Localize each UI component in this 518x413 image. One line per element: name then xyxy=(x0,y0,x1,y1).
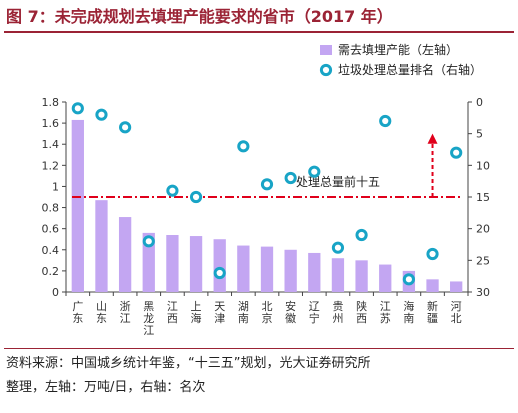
left-axis-tick-label: 1.4 xyxy=(42,138,60,151)
bar xyxy=(118,217,132,292)
bar xyxy=(237,245,250,292)
left-axis-tick-label: 1.6 xyxy=(42,117,60,130)
rank-point xyxy=(379,114,392,128)
bar xyxy=(95,200,108,292)
x-axis-category-label: 山东 xyxy=(96,300,107,325)
left-axis-tick-label: 0.6 xyxy=(42,223,60,236)
x-axis-category-label: 河北 xyxy=(451,300,462,325)
source-line-2: 整理，左轴：万吨/日，右轴：名次 xyxy=(6,380,206,395)
rank-point xyxy=(284,171,297,185)
x-axis-category-label: 天津 xyxy=(214,300,225,325)
bar xyxy=(308,252,321,292)
rank-point xyxy=(213,266,226,280)
rank-point xyxy=(402,273,415,286)
x-axis-category-label: 贵州 xyxy=(332,300,343,325)
rank-point xyxy=(450,146,463,159)
legend-dot-swatch xyxy=(319,63,333,77)
left-axis-tick-label: 0.2 xyxy=(42,265,60,278)
rank-point xyxy=(189,190,203,204)
legend-bar-label: 需去填埋产能（左轴） xyxy=(338,42,458,57)
x-axis-category-label: 辽宁 xyxy=(309,300,320,325)
rank-point xyxy=(119,121,132,134)
chart-axes: 0 0.2 0.4 0.6 0.8 1 1.2 1.4 1.6 1.8 0 5 10 15 20 25 30 xyxy=(42,96,491,299)
x-axis-category-label: 广东 xyxy=(72,300,83,325)
left-axis-tick-label: 1 xyxy=(52,180,59,193)
legend-bar-swatch xyxy=(320,45,332,55)
x-axis-category-label: 海南 xyxy=(403,299,414,325)
bar xyxy=(284,249,297,292)
rank-point xyxy=(71,102,84,115)
chart: 0 0.2 0.4 0.6 0.8 1 1.2 1.4 1.6 1.8 0 5 10 15 20 25 30 处… xyxy=(42,42,491,337)
left-axis-tick-label: 0.4 xyxy=(42,244,60,257)
rank-point xyxy=(166,184,179,197)
x-axis-category-label: 上海 xyxy=(191,300,202,325)
bar xyxy=(450,281,463,292)
bar-series xyxy=(71,119,463,292)
bar xyxy=(71,119,84,292)
x-axis-category-label: 江苏 xyxy=(380,300,391,325)
bar xyxy=(331,258,345,292)
rank-point xyxy=(95,108,108,121)
source-note: 资料来源：中国城乡统计年鉴，“十三五”规划，光大证券研究所 整理，左轴：万吨/日… xyxy=(6,352,512,400)
rank-point xyxy=(142,235,155,248)
scatter-series xyxy=(71,102,463,286)
left-axis-tick-label: 1.2 xyxy=(42,159,60,172)
right-axis-tick-label: 30 xyxy=(476,286,490,299)
x-axis-category-label: 北京 xyxy=(262,300,273,325)
reference-line-label: 处理总量前十五 xyxy=(296,174,380,189)
left-axis-tick-label: 1.8 xyxy=(42,96,60,109)
bar xyxy=(355,260,368,292)
x-axis-category-label: 安徽 xyxy=(285,299,296,325)
footer-divider xyxy=(4,348,514,349)
x-axis-category-label: 新疆 xyxy=(427,299,438,325)
right-axis-tick-label: 0 xyxy=(476,96,483,109)
rank-point xyxy=(355,228,368,242)
left-axis-tick-label: 0.8 xyxy=(42,202,60,215)
bar xyxy=(426,279,439,292)
reference-arrow-head xyxy=(427,133,438,144)
x-axis-category-label: 黑龙江 xyxy=(143,300,154,337)
rank-point xyxy=(237,140,250,153)
left-axis-tick-label: 0 xyxy=(52,286,59,299)
right-axis-tick-label: 20 xyxy=(476,223,490,236)
x-axis-category-label: 江西 xyxy=(167,300,178,325)
right-axis-tick-label: 15 xyxy=(476,191,490,204)
rank-point xyxy=(426,247,439,261)
bar xyxy=(142,232,155,292)
reference-line-group: 处理总量前十五 xyxy=(72,133,462,198)
source-line-1: 资料来源：中国城乡统计年鉴，“十三五”规划，光大证券研究所 xyxy=(6,356,371,371)
bar xyxy=(189,236,203,292)
x-axis-category-label: 浙江 xyxy=(120,300,131,325)
right-axis-tick-label: 5 xyxy=(476,128,483,141)
bar xyxy=(260,246,274,292)
legend: 需去填埋产能（左轴） 垃圾处理总量排名（右轴） xyxy=(319,42,482,77)
x-axis-category-label: 陕西 xyxy=(356,299,367,325)
rank-point xyxy=(260,178,274,191)
x-axis-category-label: 湖南 xyxy=(238,300,249,325)
bar xyxy=(166,235,179,292)
bar xyxy=(379,264,392,292)
bar xyxy=(213,239,226,292)
rank-point xyxy=(331,241,345,254)
chart-title: 图 7：未完成规划去填埋产能要求的省市（2017 年） xyxy=(6,7,393,26)
right-axis-tick-label: 25 xyxy=(476,254,490,267)
legend-dot-label: 垃圾处理总量排名（右轴） xyxy=(338,62,482,77)
right-axis-tick-label: 10 xyxy=(476,159,490,172)
title-divider xyxy=(4,31,514,33)
rank-point xyxy=(308,165,321,178)
